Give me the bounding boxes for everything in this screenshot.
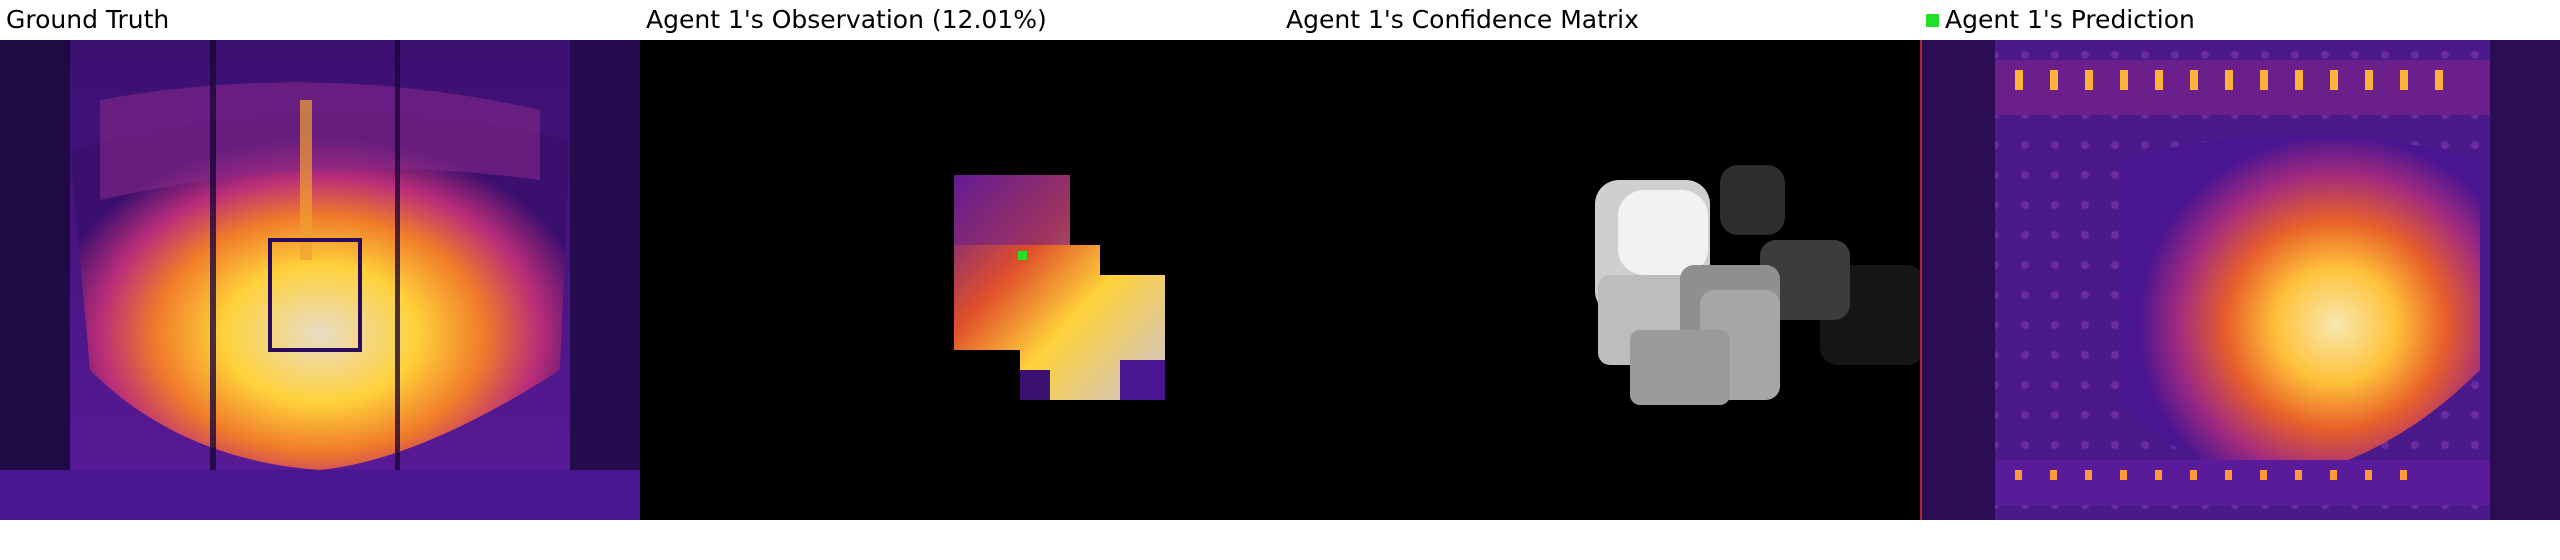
prediction-image (1920, 40, 2560, 520)
green-square-marker-icon (1926, 13, 1939, 27)
panel-title-text: Agent 1's Prediction (1945, 5, 2195, 34)
observation-image (640, 40, 1280, 520)
confidence-matrix-image (1280, 40, 1920, 520)
panel-title: Ground Truth (6, 5, 170, 34)
panel-title: Agent 1's Prediction (1926, 2, 2195, 38)
ground-truth-image (0, 40, 640, 520)
panel-observation: Agent 1's Observation (12.01%) (640, 0, 1280, 560)
panel-title: Agent 1's Observation (12.01%) (646, 5, 1047, 34)
panel-title: Agent 1's Confidence Matrix (1286, 5, 1639, 34)
agent-position-marker (1018, 251, 1027, 260)
panel-confidence: Agent 1's Confidence Matrix (1280, 0, 1920, 560)
panel-ground-truth: Ground Truth (0, 0, 640, 560)
panel-prediction: Agent 1's Prediction (1920, 0, 2560, 560)
